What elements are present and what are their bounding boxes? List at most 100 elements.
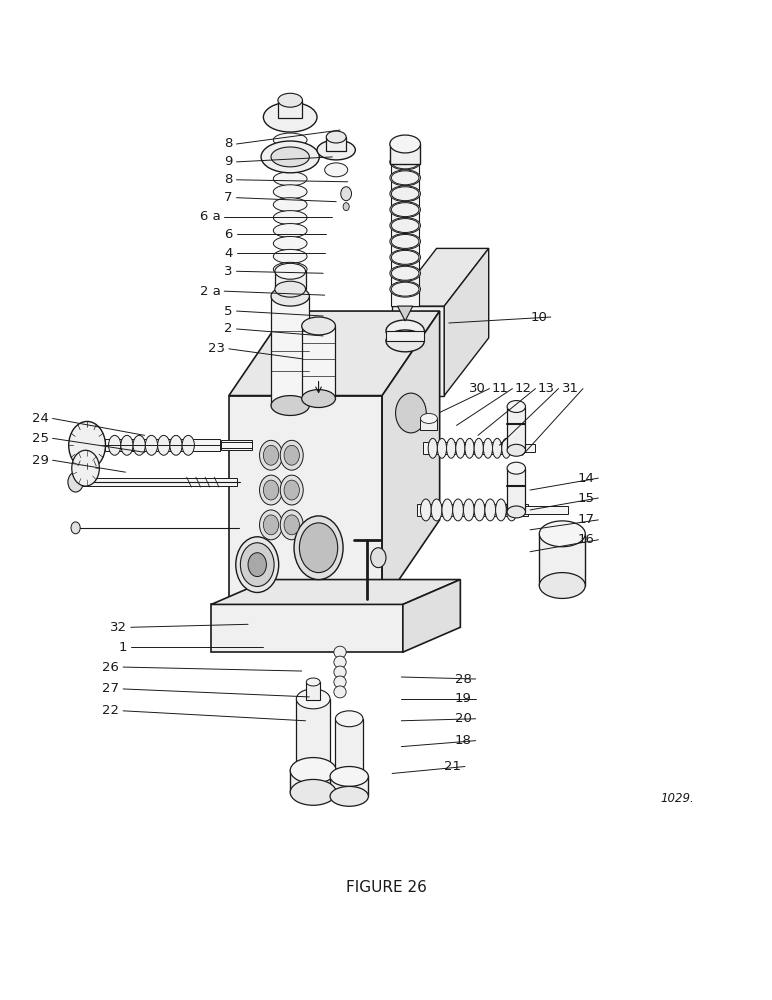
- Bar: [540, 534, 585, 586]
- Ellipse shape: [271, 286, 310, 306]
- Ellipse shape: [273, 249, 307, 263]
- Text: 24: 24: [32, 412, 49, 425]
- Ellipse shape: [157, 435, 170, 455]
- Ellipse shape: [507, 462, 526, 474]
- Ellipse shape: [271, 396, 310, 415]
- Ellipse shape: [502, 438, 511, 458]
- Polygon shape: [212, 580, 460, 604]
- Ellipse shape: [335, 711, 363, 727]
- Ellipse shape: [391, 266, 419, 280]
- Ellipse shape: [302, 390, 335, 408]
- Ellipse shape: [170, 435, 182, 455]
- Bar: [330, 776, 368, 796]
- Ellipse shape: [390, 265, 421, 281]
- Ellipse shape: [273, 211, 307, 225]
- Circle shape: [340, 187, 351, 201]
- Circle shape: [284, 515, 300, 535]
- Bar: [302, 326, 335, 399]
- Text: 5: 5: [224, 305, 232, 318]
- Text: 29: 29: [32, 454, 49, 467]
- Ellipse shape: [465, 438, 474, 458]
- Bar: [507, 407, 526, 450]
- Bar: [83, 478, 236, 486]
- Circle shape: [68, 472, 83, 492]
- Circle shape: [263, 515, 279, 535]
- Bar: [306, 682, 320, 700]
- Ellipse shape: [391, 171, 419, 185]
- Ellipse shape: [273, 159, 307, 173]
- Ellipse shape: [273, 236, 307, 250]
- Circle shape: [259, 440, 283, 470]
- Text: 25: 25: [32, 432, 49, 445]
- Ellipse shape: [391, 234, 419, 248]
- Circle shape: [263, 445, 279, 465]
- Ellipse shape: [390, 281, 421, 297]
- Ellipse shape: [120, 435, 133, 455]
- Ellipse shape: [334, 676, 346, 688]
- Circle shape: [263, 480, 279, 500]
- Polygon shape: [444, 248, 489, 396]
- Bar: [391, 162, 419, 306]
- Ellipse shape: [296, 764, 330, 783]
- Ellipse shape: [271, 147, 310, 167]
- Ellipse shape: [273, 146, 307, 160]
- Circle shape: [72, 450, 100, 486]
- Circle shape: [294, 516, 343, 580]
- Ellipse shape: [275, 281, 306, 297]
- Text: 21: 21: [444, 760, 461, 773]
- Ellipse shape: [390, 249, 421, 265]
- Ellipse shape: [334, 686, 346, 698]
- Bar: [290, 770, 336, 792]
- Ellipse shape: [432, 499, 442, 521]
- Polygon shape: [229, 311, 439, 396]
- Ellipse shape: [438, 438, 446, 458]
- Text: 27: 27: [102, 682, 120, 695]
- Ellipse shape: [273, 133, 307, 147]
- Circle shape: [235, 537, 279, 592]
- Ellipse shape: [263, 102, 317, 132]
- Bar: [327, 137, 346, 151]
- Circle shape: [259, 475, 283, 505]
- Ellipse shape: [327, 131, 346, 143]
- Bar: [271, 296, 310, 406]
- Polygon shape: [392, 306, 444, 396]
- Bar: [106, 439, 221, 451]
- Text: 2 a: 2 a: [200, 285, 221, 298]
- Bar: [417, 504, 528, 516]
- Circle shape: [69, 421, 106, 469]
- Text: 28: 28: [455, 673, 472, 686]
- Text: 11: 11: [492, 382, 509, 395]
- Ellipse shape: [335, 770, 363, 786]
- Text: 1029.: 1029.: [660, 792, 694, 805]
- Polygon shape: [382, 311, 439, 604]
- Ellipse shape: [325, 163, 347, 177]
- Ellipse shape: [506, 499, 517, 521]
- Ellipse shape: [133, 435, 145, 455]
- Text: 22: 22: [102, 704, 120, 717]
- Text: 10: 10: [530, 311, 547, 324]
- Bar: [390, 144, 421, 164]
- Ellipse shape: [386, 330, 425, 352]
- Bar: [421, 418, 438, 430]
- Circle shape: [284, 445, 300, 465]
- Ellipse shape: [390, 233, 421, 249]
- Ellipse shape: [273, 185, 307, 199]
- Ellipse shape: [296, 689, 330, 709]
- Circle shape: [343, 203, 349, 211]
- Text: 20: 20: [455, 712, 472, 725]
- Ellipse shape: [463, 499, 474, 521]
- Bar: [423, 442, 515, 454]
- Circle shape: [300, 523, 337, 573]
- Ellipse shape: [474, 499, 485, 521]
- Ellipse shape: [452, 499, 463, 521]
- Polygon shape: [398, 306, 413, 321]
- Ellipse shape: [334, 656, 346, 668]
- Bar: [507, 468, 526, 512]
- Ellipse shape: [182, 435, 195, 455]
- Polygon shape: [229, 396, 382, 604]
- Ellipse shape: [390, 135, 421, 153]
- Circle shape: [71, 522, 80, 534]
- Circle shape: [248, 553, 266, 577]
- Text: 3: 3: [224, 265, 232, 278]
- Ellipse shape: [390, 170, 421, 186]
